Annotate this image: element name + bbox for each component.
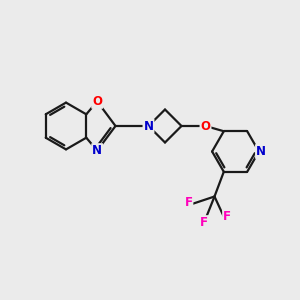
Text: F: F <box>184 196 192 209</box>
Text: O: O <box>92 95 102 108</box>
Text: F: F <box>223 209 231 223</box>
Text: N: N <box>143 119 154 133</box>
Text: O: O <box>200 119 211 133</box>
Text: N: N <box>92 144 102 157</box>
Text: N: N <box>256 145 266 158</box>
Text: F: F <box>200 216 208 229</box>
